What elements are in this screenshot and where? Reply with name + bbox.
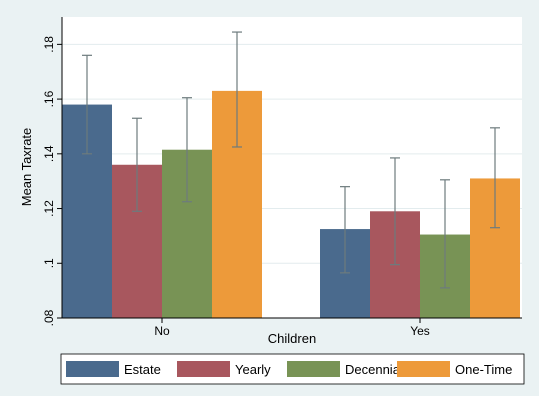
- legend: Estate Yearly Decennial One-Time: [66, 361, 512, 377]
- error-bars: [82, 31, 500, 289]
- y-tick-label: .08: [42, 309, 56, 326]
- x-ticks: No Yes: [154, 318, 430, 338]
- legend-swatch-yearly: [177, 361, 230, 377]
- y-tick-label: .14: [42, 145, 56, 162]
- x-axis-title: Children: [268, 331, 316, 346]
- legend-swatch-estate: [66, 361, 119, 377]
- y-tick-label: .1: [42, 258, 56, 268]
- y-ticks: .08 .1 .12 .14 .16 .18: [42, 36, 62, 326]
- legend-swatch-decennial: [287, 361, 340, 377]
- legend-label-one-time: One-Time: [455, 362, 512, 377]
- legend-label-yearly: Yearly: [235, 362, 271, 377]
- y-tick-label: .18: [42, 36, 56, 53]
- legend-swatch-one-time: [397, 361, 450, 377]
- y-tick-label: .12: [42, 200, 56, 217]
- y-axis-title: Mean Taxrate: [19, 128, 34, 207]
- y-tick-label: .16: [42, 90, 56, 107]
- legend-label-estate: Estate: [124, 362, 161, 377]
- x-tick-label: Yes: [410, 324, 430, 338]
- x-tick-label: No: [154, 324, 170, 338]
- legend-label-decennial: Decennial: [345, 362, 403, 377]
